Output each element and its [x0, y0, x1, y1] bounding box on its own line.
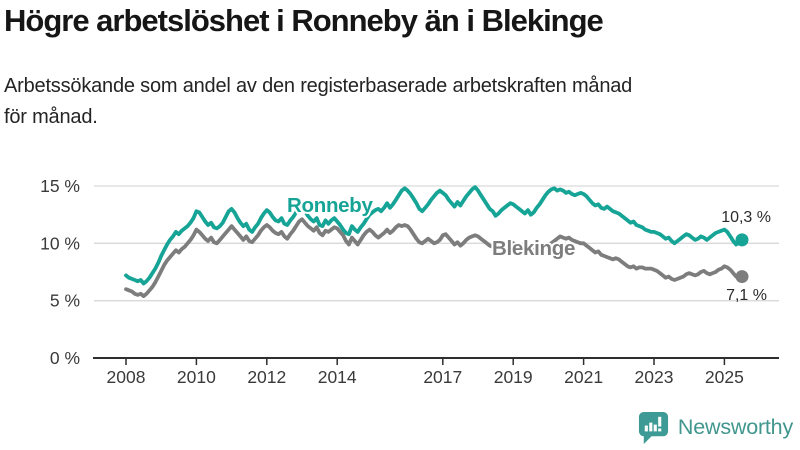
ronneby-end-dot: [735, 233, 749, 247]
x-tick-label: 2012: [247, 367, 286, 387]
chart-subtitle: Arbetssökande som andel av den registerb…: [4, 71, 632, 133]
newsworthy-logo-text: Newsworthy: [677, 415, 793, 439]
y-tick-label: 5 %: [50, 291, 80, 311]
y-tick-label: 15 %: [40, 176, 80, 196]
subtitle-line-2: för månad.: [4, 106, 98, 128]
x-tick-label: 2021: [564, 367, 603, 387]
blekinge-line: [124, 217, 744, 299]
blekinge-end-value: 7,1 %: [726, 287, 767, 304]
x-tick-label: 2014: [318, 367, 357, 387]
y-tick-label: 10 %: [40, 233, 80, 253]
y-tick-label: 0 %: [50, 348, 80, 368]
x-tick-label: 2023: [635, 367, 674, 387]
x-tick-label: 2008: [107, 367, 146, 387]
subtitle-line-1: Arbetssökande som andel av den registerb…: [4, 75, 633, 97]
chart-title: Högre arbetslöshet i Ronneby än i Blekin…: [4, 3, 604, 38]
x-tick-label: 2019: [494, 367, 533, 387]
ronneby-label: Ronneby: [287, 194, 373, 217]
blekinge-label: Blekinge: [492, 237, 575, 260]
ronneby-line: [124, 185, 744, 286]
blekinge-end-dot: [735, 270, 749, 284]
bar-chart-speech-bubble-icon: [638, 411, 668, 444]
x-tick-label: 2025: [705, 367, 744, 387]
ronneby-end-value: 10,3 %: [721, 209, 771, 226]
x-tick-label: 2010: [177, 367, 216, 387]
newsworthy-logo: Newsworthy: [637, 410, 793, 445]
x-tick-label: 2017: [423, 367, 462, 387]
